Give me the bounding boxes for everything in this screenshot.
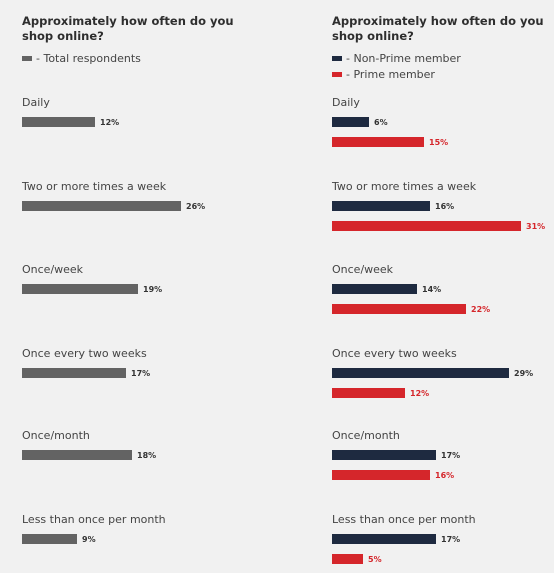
value-label-prime-member-once-week: 22%	[471, 305, 491, 314]
legend: - Total respondents	[22, 50, 141, 66]
legend-item-prime: - Prime member	[332, 66, 461, 82]
value-label-non-prime-member-two-or-more-times-a-week: 16%	[435, 202, 455, 211]
prime-comparison-chart: Approximately how often do you shop onli…	[310, 0, 554, 573]
bar-total-respondents-once-every-two-weeks	[22, 368, 126, 378]
category-label-once-month: Once/month	[22, 429, 90, 442]
value-label-total-respondents-two-or-more-times-a-week: 26%	[186, 202, 206, 211]
category-label-two-or-more-times-a-week: Two or more times a week	[22, 180, 167, 193]
bar-prime-member-less-than-once-per-month	[332, 554, 363, 564]
category-label-daily: Daily	[22, 96, 50, 109]
value-label-non-prime-member-once-week: 14%	[422, 285, 442, 294]
bar-prime-member-two-or-more-times-a-week	[332, 221, 521, 231]
bar-non-prime-member-daily	[332, 117, 369, 127]
value-label-prime-member-once-every-two-weeks: 12%	[410, 389, 430, 398]
bar-prime-member-once-week	[332, 304, 466, 314]
legend-swatch-non-prime	[332, 55, 342, 61]
category-label-once-month: Once/month	[332, 429, 400, 442]
legend-label-prime: - Prime member	[346, 67, 435, 81]
value-label-prime-member-once-month: 16%	[435, 471, 455, 480]
category-label-once-every-two-weeks: Once every two weeks	[22, 347, 147, 360]
value-label-total-respondents-once-week: 19%	[143, 285, 163, 294]
value-label-non-prime-member-once-every-two-weeks: 29%	[514, 369, 534, 378]
legend-item-total: - Total respondents	[22, 50, 141, 66]
value-label-total-respondents-daily: 12%	[100, 118, 120, 127]
value-label-non-prime-member-less-than-once-per-month: 17%	[441, 535, 461, 544]
bar-total-respondents-two-or-more-times-a-week	[22, 201, 181, 211]
category-label-once-week: Once/week	[332, 263, 394, 276]
value-label-total-respondents-once-every-two-weeks: 17%	[131, 369, 151, 378]
bar-total-respondents-daily	[22, 117, 95, 127]
value-label-non-prime-member-daily: 6%	[374, 118, 388, 127]
bar-non-prime-member-less-than-once-per-month	[332, 534, 436, 544]
category-label-less-than-once-per-month: Less than once per month	[22, 513, 166, 526]
category-label-once-week: Once/week	[22, 263, 84, 276]
legend-swatch-total	[22, 55, 32, 61]
bar-total-respondents-less-than-once-per-month	[22, 534, 77, 544]
bar-non-prime-member-two-or-more-times-a-week	[332, 201, 430, 211]
legend-label-total: - Total respondents	[36, 51, 141, 65]
value-label-prime-member-daily: 15%	[429, 138, 449, 147]
category-label-daily: Daily	[332, 96, 360, 109]
bar-non-prime-member-once-week	[332, 284, 417, 294]
bar-prime-member-once-month	[332, 470, 430, 480]
value-label-non-prime-member-once-month: 17%	[441, 451, 461, 460]
bar-total-respondents-once-month	[22, 450, 132, 460]
value-label-prime-member-less-than-once-per-month: 5%	[368, 555, 382, 564]
chart-title: Approximately how often do you shop onli…	[332, 14, 544, 43]
bar-non-prime-member-once-month	[332, 450, 436, 460]
legend-label-non-prime: - Non-Prime member	[346, 51, 461, 65]
value-label-prime-member-two-or-more-times-a-week: 31%	[526, 222, 546, 231]
legend-swatch-prime	[332, 71, 342, 77]
legend-item-non-prime: - Non-Prime member	[332, 50, 461, 66]
category-label-two-or-more-times-a-week: Two or more times a week	[332, 180, 477, 193]
legend: - Non-Prime member - Prime member	[332, 50, 461, 82]
bar-total-respondents-once-week	[22, 284, 138, 294]
category-label-once-every-two-weeks: Once every two weeks	[332, 347, 457, 360]
value-label-total-respondents-less-than-once-per-month: 9%	[82, 535, 96, 544]
value-label-total-respondents-once-month: 18%	[137, 451, 157, 460]
chart-title: Approximately how often do you shop onli…	[22, 14, 234, 43]
bar-prime-member-once-every-two-weeks	[332, 388, 405, 398]
total-respondents-chart: Approximately how often do you shop onli…	[0, 0, 270, 573]
bar-prime-member-daily	[332, 137, 424, 147]
category-label-less-than-once-per-month: Less than once per month	[332, 513, 476, 526]
bar-non-prime-member-once-every-two-weeks	[332, 368, 509, 378]
